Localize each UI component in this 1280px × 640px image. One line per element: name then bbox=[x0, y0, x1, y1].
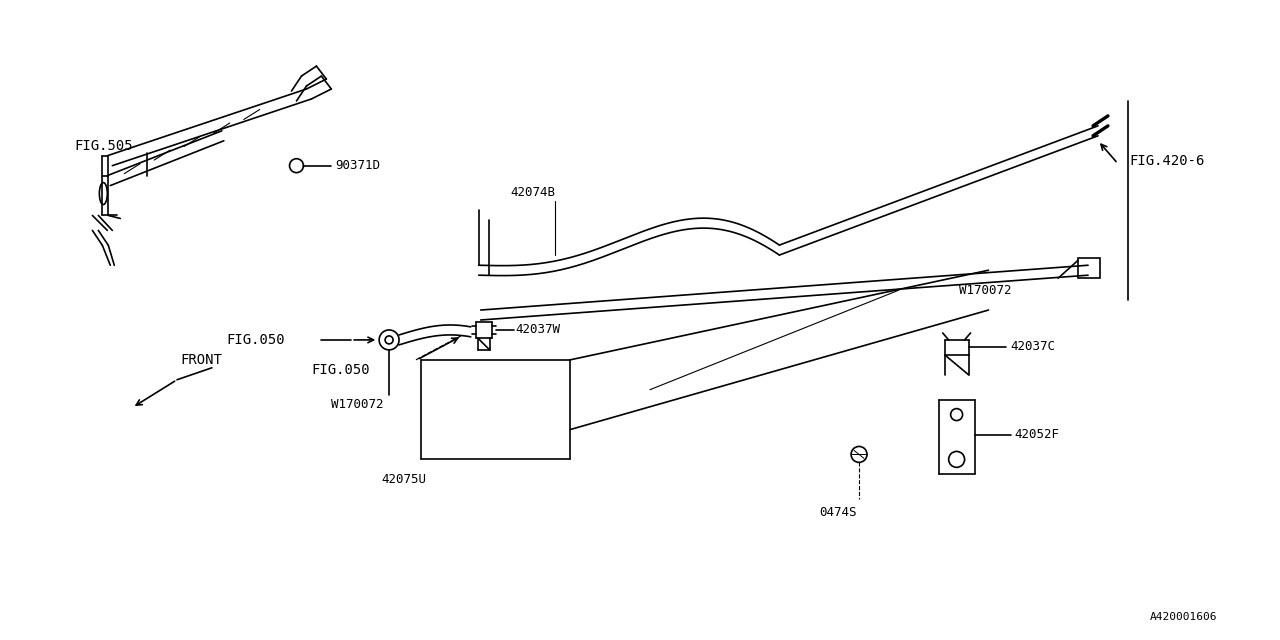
Text: 42075U: 42075U bbox=[381, 473, 426, 486]
Text: A420001606: A420001606 bbox=[1149, 612, 1217, 621]
Text: FIG.050: FIG.050 bbox=[227, 333, 285, 347]
Text: W170072: W170072 bbox=[332, 398, 384, 411]
Text: 42037W: 42037W bbox=[516, 323, 561, 337]
Text: 42074B: 42074B bbox=[511, 186, 556, 199]
Text: 90371D: 90371D bbox=[335, 159, 380, 172]
Text: 0474S: 0474S bbox=[819, 506, 856, 518]
Text: FRONT: FRONT bbox=[180, 353, 221, 367]
Text: W170072: W170072 bbox=[959, 284, 1011, 296]
Bar bbox=[1078, 259, 1100, 278]
Text: 42037C: 42037C bbox=[1010, 340, 1056, 353]
Text: FIG.420-6: FIG.420-6 bbox=[1130, 154, 1206, 168]
Text: 42052F: 42052F bbox=[1014, 428, 1060, 441]
Text: FIG.050: FIG.050 bbox=[311, 363, 370, 377]
Text: FIG.505: FIG.505 bbox=[74, 139, 133, 153]
